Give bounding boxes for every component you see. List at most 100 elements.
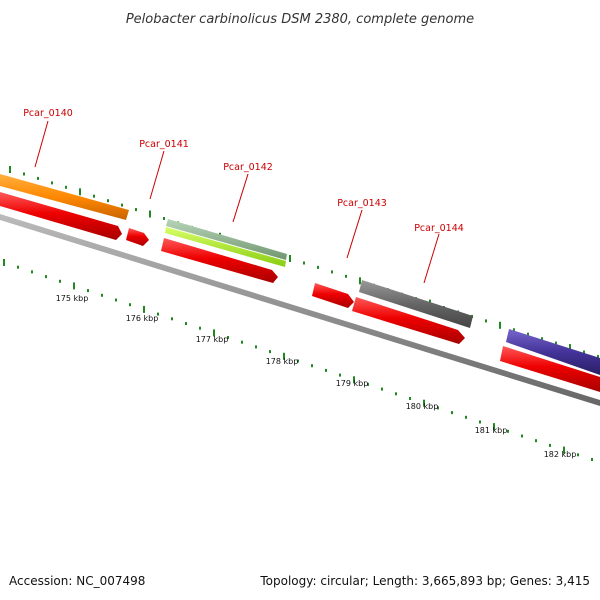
lower-tick-minor: [115, 298, 117, 302]
lower-tick-minor: [521, 434, 523, 438]
gene-feature-pcar-0144[interactable]: [359, 280, 473, 328]
gene-label-pcar-0143[interactable]: Pcar_0143: [337, 198, 387, 209]
upper-tick-minor: [317, 265, 319, 269]
lower-tick-minor: [45, 275, 47, 279]
lower-tick-minor: [339, 373, 341, 377]
gene-label-group-0143: Pcar_0143: [337, 198, 387, 259]
summary-text: Topology: circular; Length: 3,665,893 bp…: [259, 574, 590, 588]
lower-tick-minor: [171, 317, 173, 321]
lower-tick-major: [493, 423, 495, 431]
lower-tick-minor: [17, 265, 19, 269]
lower-tick-minor: [479, 420, 481, 424]
leader-line-pcar-0140: [34, 120, 49, 168]
leader-line-pcar-0144: [423, 233, 440, 284]
upper-tick-major: [9, 166, 11, 173]
gene-feature-next[interactable]: [506, 329, 600, 375]
lower-tick-major: [353, 376, 355, 384]
lower-tick-minor: [409, 397, 411, 400]
lower-tick-minor: [199, 326, 201, 330]
lower-tick-minor: [101, 293, 103, 297]
upper-tick-minor: [37, 176, 39, 180]
scale-labels: 175 kbp 176 kbp 177 kbp 178 kbp 179 kbp …: [56, 294, 577, 459]
gene-label-pcar-0141[interactable]: Pcar_0141: [139, 139, 189, 150]
cds-arrow-pcar-0140[interactable]: [0, 192, 122, 240]
cds-arrow-pcar-0142[interactable]: [161, 238, 278, 283]
gene-feature-pcar-0140[interactable]: [0, 174, 129, 220]
upper-tick-minor: [23, 172, 25, 176]
scale-label-179: 179 kbp: [336, 379, 369, 388]
lower-tick-minor: [269, 350, 271, 354]
lower-tick-minor: [451, 411, 453, 415]
upper-tick-major: [79, 188, 81, 196]
upper-tick-minor: [597, 355, 599, 358]
lower-tick-minor: [325, 368, 327, 372]
upper-tick-major: [149, 210, 151, 218]
gene-label-pcar-0144[interactable]: Pcar_0144: [414, 223, 464, 234]
gene-label-pcar-0140[interactable]: Pcar_0140: [23, 108, 73, 119]
lower-tick-major: [213, 329, 215, 337]
lower-tick-minor: [381, 387, 383, 391]
accession-text: Accession: NC_007498: [9, 574, 145, 588]
leader-line-pcar-0141: [149, 150, 165, 200]
lower-tick-minor: [31, 270, 33, 274]
map-title: Pelobacter carbinolicus DSM 2380, comple…: [126, 12, 474, 27]
lower-tick-minor: [59, 279, 61, 283]
upper-tick-minor: [345, 274, 347, 278]
lower-tick-minor: [241, 340, 243, 344]
scale-label-176: 176 kbp: [126, 314, 159, 323]
upper-tick-minor: [527, 332, 529, 336]
upper-tick-minor: [121, 203, 123, 207]
lower-tick-major: [3, 259, 5, 266]
lower-tick-minor: [549, 443, 551, 447]
upper-tick-minor: [555, 341, 557, 345]
upper-tick-minor: [135, 208, 137, 212]
lower-tick-major: [143, 305, 145, 313]
upper-tick-minor: [51, 181, 53, 185]
cds-arrow-pcar-0143[interactable]: [312, 283, 354, 308]
lower-tick-minor: [507, 429, 509, 433]
upper-tick-major: [359, 277, 361, 285]
upper-tick-minor: [485, 319, 487, 323]
genome-backbone: [0, 214, 600, 406]
scale-label-181: 181 kbp: [475, 426, 508, 435]
lower-tick-minor: [437, 406, 439, 410]
gene-feature-pcar-0142-b[interactable]: [165, 227, 286, 267]
gene-label-group-0140: Pcar_0140: [23, 108, 73, 168]
lower-tick-major: [563, 446, 565, 454]
lower-tick-minor: [311, 364, 313, 368]
cds-arrow-pcar-0144[interactable]: [352, 297, 465, 344]
upper-tick-major: [499, 321, 501, 329]
upper-tick-minor: [541, 337, 543, 341]
lower-tick-minor: [185, 322, 187, 325]
lower-tick-major: [73, 282, 75, 290]
lower-tick-minor: [367, 382, 369, 386]
scale-label-177: 177 kbp: [196, 335, 229, 344]
gene-label-group-0141: Pcar_0141: [139, 139, 189, 200]
gene-label-group-0144: Pcar_0144: [414, 223, 464, 284]
lower-tick-minor: [157, 312, 159, 316]
gene-label-pcar-0142[interactable]: Pcar_0142: [223, 162, 273, 173]
lower-tick-minor: [535, 439, 537, 443]
lower-tick-minor: [87, 289, 89, 293]
upper-tick-row: [9, 166, 599, 358]
cds-arrow-next[interactable]: [500, 346, 600, 392]
lower-tick-minor: [255, 345, 257, 349]
leader-line-pcar-0142: [232, 173, 249, 223]
upper-tick-minor: [107, 199, 109, 203]
upper-tick-major: [569, 344, 571, 352]
lower-tick-minor: [591, 458, 593, 461]
scale-label-182: 182 kbp: [544, 450, 577, 459]
scale-label-178: 178 kbp: [266, 357, 299, 366]
lower-tick-major: [423, 399, 425, 407]
gene-feature-pcar-0142-a[interactable]: [166, 219, 287, 260]
lower-tick-minor: [297, 359, 299, 363]
cds-arrow-pcar-0141[interactable]: [126, 228, 149, 246]
lower-tick-minor: [395, 392, 397, 396]
lower-tick-major: [283, 352, 285, 360]
upper-tick-minor: [93, 194, 95, 198]
upper-tick-minor: [513, 328, 515, 332]
lower-tick-row: [3, 259, 593, 461]
gene-label-group-0142: Pcar_0142: [223, 162, 273, 223]
lower-tick-minor: [227, 336, 229, 339]
